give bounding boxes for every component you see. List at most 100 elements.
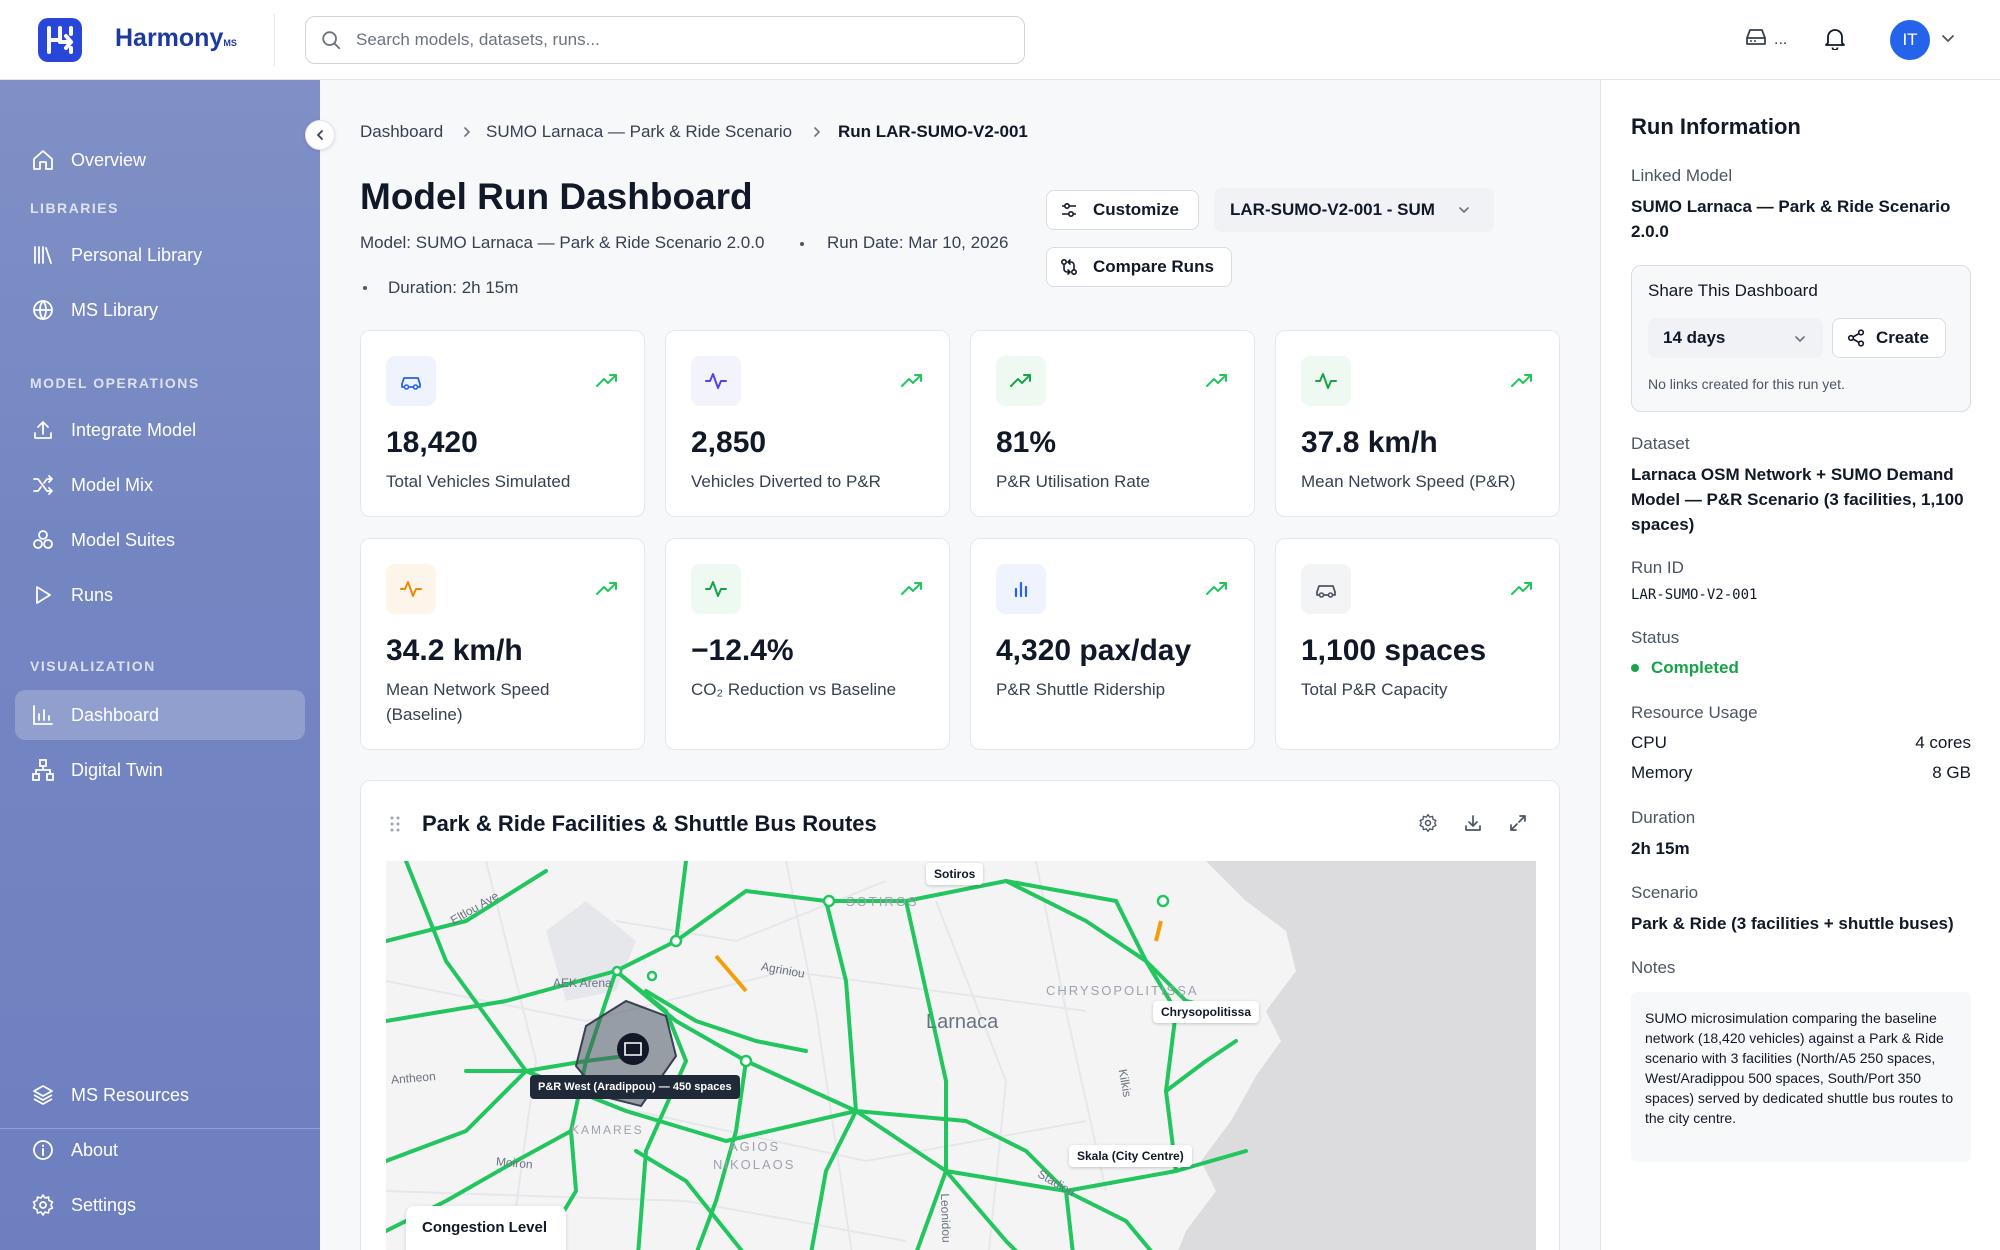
meta-separator bbox=[363, 286, 367, 290]
brand-title: Harmony bbox=[115, 24, 224, 52]
sidebar-item-model-mix[interactable]: Model Mix bbox=[15, 460, 305, 510]
memory-label: Memory bbox=[1631, 763, 1693, 782]
kpi-label: Mean Network Speed (Baseline) bbox=[386, 680, 550, 724]
trending-up-icon bbox=[595, 579, 619, 604]
search-box[interactable] bbox=[305, 16, 1025, 64]
sidebar-item-label: Overview bbox=[71, 149, 147, 170]
trending-up-icon bbox=[1205, 579, 1229, 604]
duration-meta: Duration: 2h 15m bbox=[388, 278, 519, 297]
linked-model-value[interactable]: SUMO Larnaca — Park & Ride Scenario 2.0.… bbox=[1631, 197, 1951, 241]
trending-up-icon bbox=[900, 579, 924, 604]
district-label: AGIOS bbox=[729, 1139, 781, 1154]
cpu-row: CPU 4 cores bbox=[1631, 733, 1971, 753]
share-icon bbox=[1846, 328, 1866, 348]
page-title: Model Run Dashboard bbox=[360, 176, 753, 217]
panel-title: Run Information bbox=[1631, 114, 1801, 139]
sidebar-item-digital-twin[interactable]: Digital Twin bbox=[15, 745, 305, 795]
share-note: No links created for this run yet. bbox=[1648, 376, 1845, 392]
map-title: Park & Ride Facilities & Shuttle Bus Rou… bbox=[422, 811, 877, 836]
sidebar-item-personal-library[interactable]: Personal Library bbox=[15, 230, 305, 280]
sidebar-item-overview[interactable]: Overview bbox=[15, 135, 305, 185]
run-date-meta: Run Date: Mar 10, 2026 bbox=[827, 233, 1009, 252]
sliders-icon bbox=[1059, 200, 1079, 220]
compare-runs-button[interactable]: Compare Runs bbox=[1046, 247, 1232, 287]
kpi-card: 34.2 km/h Mean Network Speed (Baseline) bbox=[360, 538, 645, 750]
sidebar-item-about[interactable]: About bbox=[15, 1125, 305, 1175]
map-label-sotiros[interactable]: Sotiros bbox=[926, 863, 984, 885]
inbox-icon bbox=[1744, 26, 1768, 53]
expand-icon[interactable] bbox=[1508, 813, 1528, 838]
breadcrumb-current-run: Run LAR-SUMO-V2-001 bbox=[838, 122, 1028, 141]
sidebar-item-ms-library[interactable]: MS Library bbox=[15, 285, 305, 335]
district-label: SOTIROS bbox=[846, 894, 919, 909]
collapse-sidebar-button[interactable] bbox=[305, 120, 335, 150]
activity-icon bbox=[1301, 356, 1351, 406]
tray-button[interactable]: ... bbox=[1744, 26, 1787, 53]
trending-up-icon bbox=[1205, 371, 1229, 396]
scenario-value: Park & Ride (3 facilities + shuttle buse… bbox=[1631, 914, 1954, 933]
share-period-select[interactable]: 14 days bbox=[1648, 318, 1823, 358]
search-input[interactable] bbox=[356, 17, 1006, 63]
section-model-operations: MODEL OPERATIONS bbox=[30, 375, 200, 391]
street-label: Leonidou bbox=[937, 1193, 954, 1243]
activity-icon bbox=[691, 564, 741, 614]
trending-up-icon bbox=[900, 371, 924, 396]
sidebar-item-dashboard[interactable]: Dashboard bbox=[15, 690, 305, 740]
gear-icon bbox=[30, 1192, 56, 1218]
sidebar-item-model-suites[interactable]: Model Suites bbox=[15, 515, 305, 565]
status-label: Status bbox=[1631, 628, 1680, 647]
sidebar-item-label: Runs bbox=[71, 584, 114, 605]
drag-handle-icon[interactable] bbox=[389, 815, 401, 838]
street-label: AEK Arena bbox=[553, 976, 612, 990]
dataset-value: Larnaca OSM Network + SUMO Demand Model … bbox=[1631, 465, 1964, 534]
brand-name[interactable]: HarmonyMS bbox=[115, 24, 237, 53]
kpi-value: 1,100 spaces bbox=[1301, 634, 1487, 667]
run-id-label: Run ID bbox=[1631, 558, 1684, 577]
sidebar-divider bbox=[0, 1128, 320, 1129]
memory-row: Memory 8 GB bbox=[1631, 763, 1971, 783]
kpi-value: 34.2 km/h bbox=[386, 634, 523, 667]
breadcrumb-model[interactable]: SUMO Larnaca — Park & Ride Scenario bbox=[486, 122, 793, 141]
download-icon[interactable] bbox=[1463, 813, 1483, 838]
status-badge: Completed bbox=[1631, 658, 1739, 678]
boxes-icon bbox=[30, 527, 56, 553]
sidebar-item-ms-resources[interactable]: MS Resources bbox=[15, 1070, 305, 1120]
sidebar-item-settings[interactable]: Settings bbox=[15, 1180, 305, 1230]
linked-model-label: Linked Model bbox=[1631, 166, 1733, 185]
sidebar-item-label: Model Mix bbox=[71, 474, 154, 495]
harmony-logo-icon[interactable] bbox=[38, 18, 82, 62]
cpu-value: 4 cores bbox=[1915, 733, 1971, 752]
trending-up-icon bbox=[595, 371, 619, 396]
tray-label: ... bbox=[1774, 30, 1788, 48]
search-icon bbox=[320, 29, 342, 56]
run-information-panel: Run Information Linked Model SUMO Larnac… bbox=[1600, 80, 2000, 1250]
breadcrumb-dashboard[interactable]: Dashboard bbox=[360, 122, 444, 141]
sidebar-item-label: Dashboard bbox=[71, 704, 160, 725]
notification-bell-icon[interactable] bbox=[1824, 26, 1846, 55]
create-label: Create bbox=[1876, 328, 1929, 347]
kpi-card: 4,320 pax/day P&R Shuttle Ridership bbox=[970, 538, 1255, 750]
map-view[interactable]: SOTIROS CHRYSOPOLITISSA AGIOS NIKOLAOS L… bbox=[386, 861, 1536, 1250]
kpi-value: −12.4% bbox=[691, 634, 794, 667]
chevron-right-icon bbox=[810, 125, 824, 144]
duration-value: 2h 15m bbox=[1631, 839, 1690, 858]
notes-label: Notes bbox=[1631, 958, 1676, 977]
user-avatar[interactable]: IT bbox=[1890, 20, 1930, 60]
sidebar-item-runs[interactable]: Runs bbox=[15, 570, 305, 620]
dataset-label: Dataset bbox=[1631, 434, 1690, 453]
sidebar-item-integrate-model[interactable]: Integrate Model bbox=[15, 405, 305, 455]
library-icon bbox=[30, 242, 56, 268]
map-label-skala[interactable]: Skala (City Centre) bbox=[1069, 1145, 1192, 1167]
map-label-chrysopolitissa[interactable]: Chrysopolitissa bbox=[1153, 1001, 1260, 1023]
gear-icon[interactable] bbox=[1418, 813, 1438, 838]
model-meta: Model: SUMO Larnaca — Park & Ride Scenar… bbox=[360, 233, 765, 252]
create-share-link-button[interactable]: Create bbox=[1832, 318, 1946, 358]
notes-text: SUMO microsimulation comparing the basel… bbox=[1631, 992, 1971, 1162]
kpi-card: 81% P&R Utilisation Rate bbox=[970, 330, 1255, 517]
kpi-value: 81% bbox=[996, 426, 1057, 459]
run-selector[interactable]: LAR-SUMO-V2-001 - SUM bbox=[1214, 188, 1494, 232]
chevron-down-icon[interactable] bbox=[1940, 30, 1956, 51]
customize-button[interactable]: Customize bbox=[1046, 190, 1199, 230]
kpi-label: Total Vehicles Simulated bbox=[386, 472, 571, 491]
section-visualization: VISUALIZATION bbox=[30, 658, 156, 674]
